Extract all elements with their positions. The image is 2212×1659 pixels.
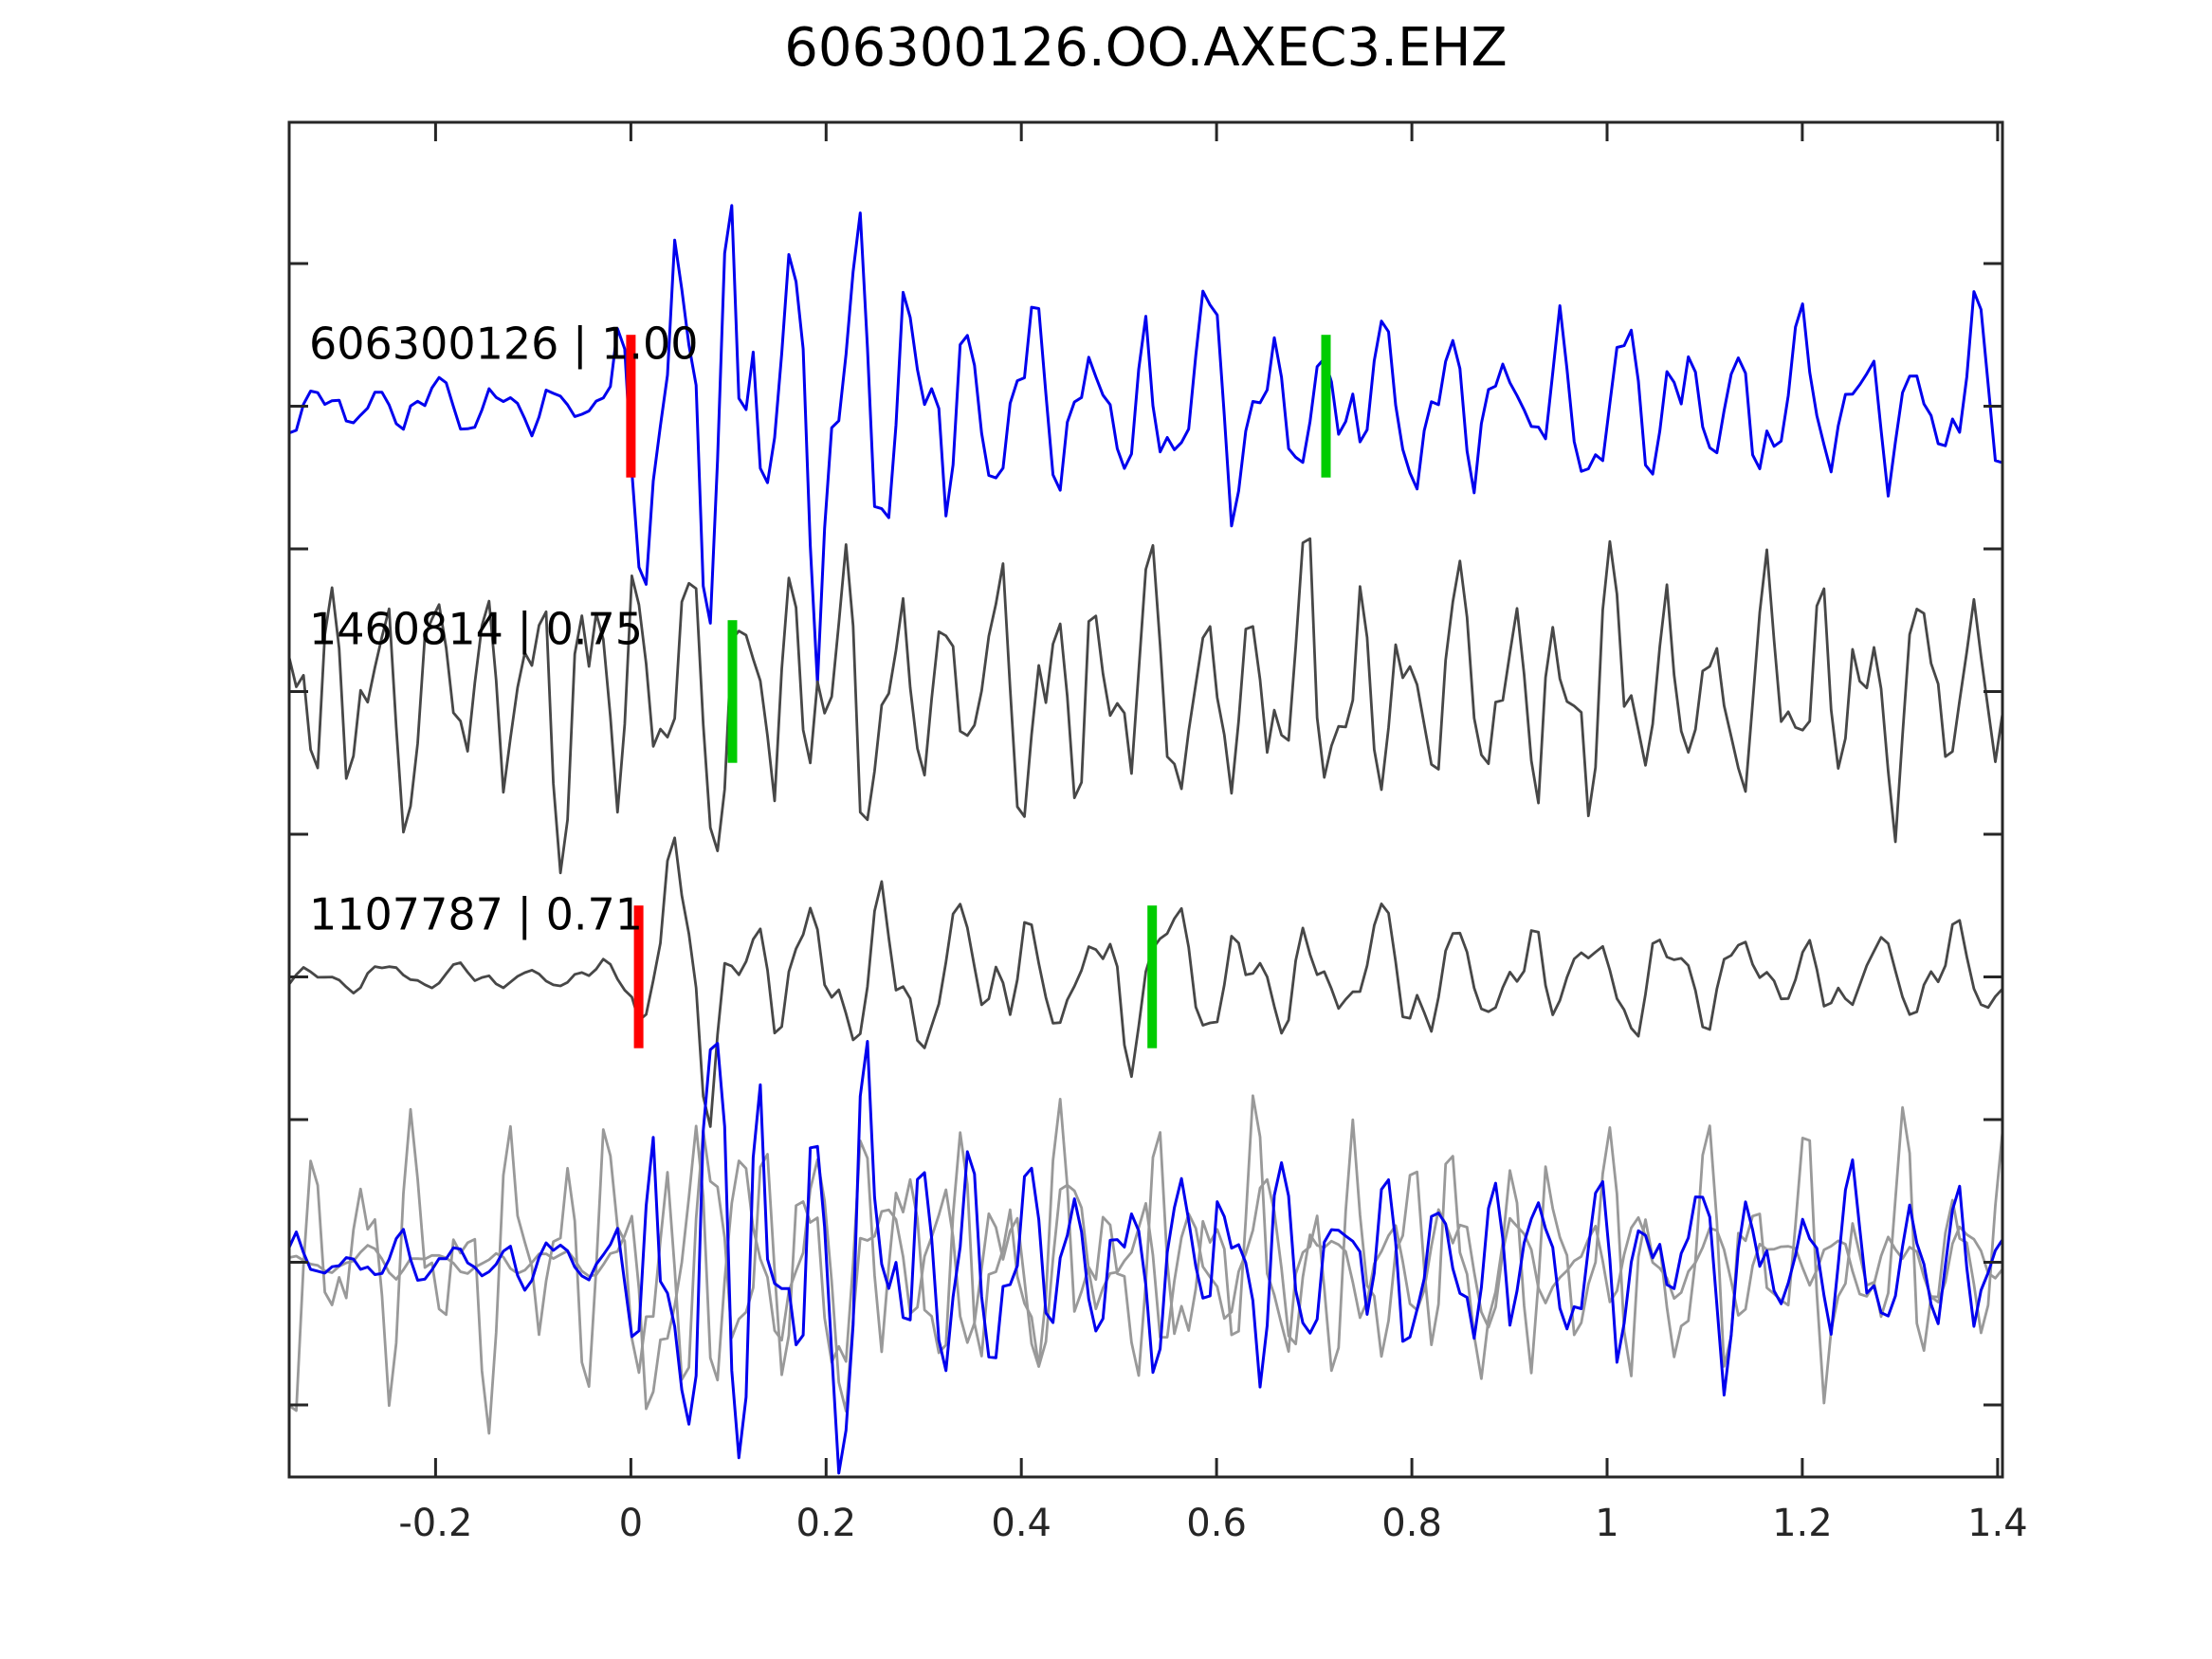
x-tick-label: 1: [1595, 1502, 1618, 1545]
x-tick-label: 0.6: [1186, 1502, 1247, 1545]
waveform-detection-1460814: [289, 537, 2002, 875]
s_pick-marker: [1321, 335, 1331, 478]
waveform-layer: [289, 204, 2002, 1475]
x-tick-label: 0.8: [1381, 1502, 1442, 1545]
x-tick-label: 1.2: [1772, 1502, 1833, 1545]
s_pick-marker: [727, 620, 738, 763]
x-tick-label: -0.2: [398, 1502, 472, 1545]
waveform-overlay-gray-onset: [289, 1124, 2002, 1413]
x-tick-label: 1.4: [1967, 1502, 2028, 1545]
s_pick-marker: [1147, 905, 1158, 1048]
trace-label-606300126: 606300126 | 1.00: [309, 319, 699, 371]
waveform-overlay-gray-continuous: [289, 1094, 2002, 1435]
x-tick-label: 0: [619, 1502, 643, 1545]
x-tick-label: 0.2: [795, 1502, 856, 1545]
waveform-detection-1107787: [289, 836, 2002, 1128]
trace-label-1107787: 1107787 | 0.71: [309, 889, 643, 941]
axes-box: [287, 120, 2004, 1479]
p_pick-marker: [633, 905, 644, 1048]
waveform-overlay-blue: [289, 1040, 2002, 1475]
plot-title: 606300126.OO.AXEC3.EHZ: [784, 17, 1508, 79]
waveform-template-606300126: [289, 204, 2002, 685]
trace-label-1460814: 1460814 | 0.75: [309, 604, 643, 656]
x-tick-label: 0.4: [991, 1502, 1051, 1545]
p_pick-marker: [626, 335, 636, 478]
